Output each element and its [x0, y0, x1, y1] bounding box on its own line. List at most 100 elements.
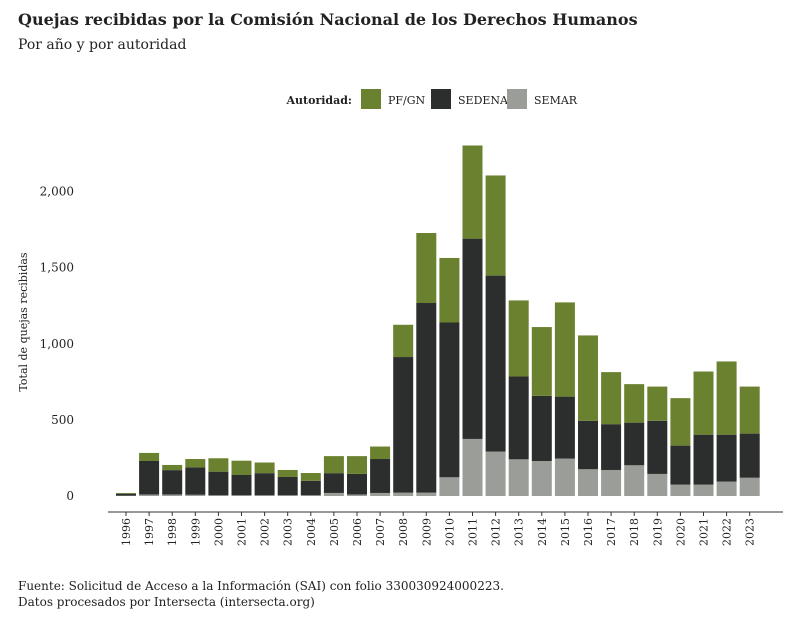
bar-sedena-2014: [531, 395, 552, 461]
bar-pf-gn-2005: [323, 456, 344, 474]
bar-sedena-2007: [370, 459, 391, 493]
x-tick-label: 2020: [674, 518, 687, 546]
bar-sedena-2017: [601, 424, 622, 470]
bar-pf-gn-1997: [139, 452, 160, 461]
legend-label: SEMAR: [534, 94, 578, 107]
y-tick-label: 0: [66, 489, 74, 503]
bar-pf-gn-2013: [508, 300, 529, 377]
x-tick-label: 2013: [513, 518, 526, 546]
legend: Autoridad: PF/GN SEDENA SEMAR: [286, 89, 578, 109]
bar-sedena-2023: [739, 433, 760, 478]
x-tick-label: 1999: [189, 518, 202, 546]
bar-semar-2016: [578, 469, 598, 496]
bar-pf-gn-2008: [393, 324, 414, 358]
bar-sedena-2015: [554, 396, 575, 459]
bar-sedena-2011: [462, 238, 483, 439]
y-tick-label: 1,500: [40, 261, 74, 275]
bar-pf-gn-2022: [716, 361, 737, 435]
bar-pf-gn-2006: [347, 456, 367, 474]
x-tick-label: 2016: [582, 518, 595, 546]
bar-pf-gn-1999: [185, 459, 206, 468]
y-axis-label: Total de quejas recibidas: [17, 252, 30, 391]
legend-label: SEDENA: [458, 94, 509, 107]
bar-semar-2020: [670, 484, 691, 496]
bar-pf-gn-2019: [647, 386, 668, 421]
bar-sedena-2005: [323, 473, 344, 493]
bar-pf-gn-2009: [416, 232, 437, 304]
bar-pf-gn-2007: [370, 446, 391, 460]
bar-semar-1999: [185, 494, 206, 496]
bar-semar-2005: [323, 492, 344, 496]
bar-semar-2014: [531, 460, 552, 496]
y-tick-label: 500: [51, 413, 74, 427]
x-tick-label: 1997: [143, 518, 156, 546]
y-tick-label: 2,000: [40, 185, 74, 199]
bar-semar-1997: [139, 494, 160, 496]
bar-semar-2012: [485, 451, 506, 496]
legend-title: Autoridad:: [286, 94, 353, 107]
chart-subtitle: Por año y por autoridad: [18, 37, 187, 53]
x-tick-label: 2018: [628, 518, 641, 546]
bar-sedena-1996: [116, 493, 136, 496]
bar-pf-gn-2001: [231, 460, 252, 475]
bar-semar-2004: [300, 495, 321, 496]
legend-label: PF/GN: [388, 94, 426, 107]
x-tick-label: 2000: [212, 518, 225, 546]
bar-sedena-2021: [693, 434, 714, 485]
bar-semar-2000: [208, 495, 229, 496]
credit-note: Datos procesados por Intersecta (interse…: [18, 595, 315, 609]
x-tick-label: 2019: [651, 518, 664, 546]
bar-pf-gn-2000: [208, 458, 229, 472]
bar-semar-2015: [554, 458, 575, 496]
bar-semar-2007: [370, 492, 391, 496]
x-tick-label: 2015: [559, 518, 572, 546]
bar-pf-gn-2016: [578, 335, 598, 421]
bar-semar-1998: [162, 494, 183, 496]
x-tick-label: 2014: [536, 518, 549, 546]
bar-sedena-1998: [162, 470, 183, 495]
bar-pf-gn-2018: [624, 384, 645, 423]
bar-pf-gn-2002: [254, 462, 275, 474]
bar-semar-2023: [739, 477, 760, 496]
bar-sedena-2002: [254, 473, 275, 496]
bar-semar-2022: [716, 481, 737, 496]
bar-semar-2019: [647, 473, 668, 496]
x-tick-label: 1998: [166, 518, 179, 546]
bar-sedena-1997: [139, 460, 160, 495]
bar-semar-2001: [231, 495, 252, 496]
bar-semar-2013: [508, 459, 529, 496]
bar-sedena-2008: [393, 357, 414, 493]
x-tick-label: 1996: [120, 518, 133, 546]
bar-sedena-2004: [300, 480, 321, 496]
x-tick-label: 2004: [305, 518, 318, 546]
bar-sedena-2019: [647, 420, 668, 474]
chart-title: Quejas recibidas por la Comisión Naciona…: [18, 10, 638, 29]
bar-semar-2011: [462, 438, 483, 496]
bar-sedena-2001: [231, 474, 252, 496]
bar-pf-gn-2014: [531, 327, 552, 396]
x-tick-label: 2023: [744, 518, 757, 546]
x-tick-label: 2005: [328, 518, 341, 546]
bar-sedena-2012: [485, 275, 506, 452]
y-tick-label: 1,000: [40, 337, 74, 351]
bar-pf-gn-2021: [693, 371, 714, 435]
footer: Fuente: Solicitud de Acceso a la Informa…: [18, 578, 504, 610]
bar-pf-gn-2004: [300, 473, 321, 481]
legend-swatch-pf-gn: [361, 89, 381, 109]
x-tick-label: 2008: [397, 518, 410, 546]
x-tick-label: 2007: [374, 518, 387, 546]
x-tick-label: 2009: [420, 518, 433, 546]
bar-semar-2018: [624, 465, 645, 496]
bar-sedena-1999: [185, 467, 206, 495]
x-tick-label: 2011: [467, 518, 480, 546]
legend-swatch-semar: [507, 89, 527, 109]
bar-pf-gn-2017: [601, 372, 622, 425]
bar-semar-2003: [277, 495, 298, 496]
bar-sedena-2000: [208, 471, 229, 496]
bar-semar-2009: [416, 492, 437, 496]
bar-sedena-2013: [508, 376, 529, 460]
bar-pf-gn-1998: [162, 464, 183, 471]
bar-pf-gn-1996: [116, 492, 136, 494]
x-tick-label: 2010: [443, 518, 456, 546]
